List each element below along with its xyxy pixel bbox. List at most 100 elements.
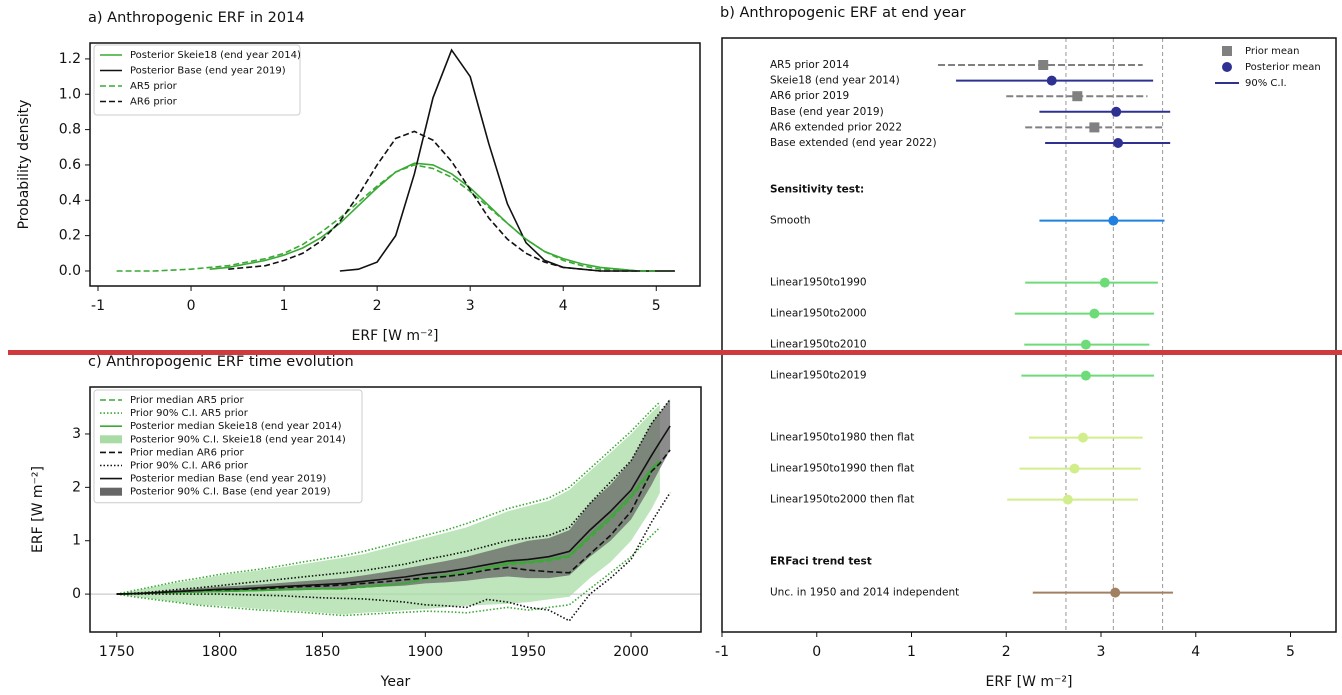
posterior-mean <box>1110 587 1121 598</box>
prior-mean <box>1038 60 1049 70</box>
y-axis-label: ERF [W m⁻²] <box>30 466 46 553</box>
row-label: AR6 extended prior 2022 <box>770 121 902 133</box>
x-tick-label: 1800 <box>202 644 238 660</box>
y-tick-label: 0.4 <box>59 192 81 208</box>
row-label: Base extended (end year 2022) <box>770 137 937 149</box>
x-tick-label: -1 <box>91 298 105 314</box>
x-tick-label: 0 <box>187 298 196 314</box>
x-tick-label: -1 <box>715 644 729 660</box>
x-axis-label: Year <box>380 674 411 690</box>
legend-box <box>93 44 301 116</box>
y-tick-label: 2 <box>72 479 81 495</box>
posterior-mean <box>1046 75 1057 86</box>
density-line <box>339 48 675 272</box>
group-title: Sensitivity test: <box>770 184 864 196</box>
density-line <box>116 164 657 272</box>
legend-label: Prior 90% C.I. AR6 prior <box>130 461 249 472</box>
row-label: Linear1950to1990 <box>770 277 867 289</box>
panel-title: c) Anthropogenic ERF time evolution <box>88 354 354 370</box>
legend-label: Posterior Skeie18 (end year 2014) <box>130 50 301 61</box>
median-line <box>116 460 661 595</box>
posterior-mean <box>1069 463 1080 474</box>
posterior-mean <box>1080 370 1091 381</box>
x-tick-label: 1950 <box>510 644 546 660</box>
row-label: Unc. in 1950 and 2014 independent <box>770 587 959 599</box>
x-tick-label: 5 <box>1286 644 1295 660</box>
x-tick-label: 4 <box>559 298 568 314</box>
legend-label: Prior 90% C.I. AR5 prior <box>130 408 249 419</box>
legend-label: AR5 prior <box>130 81 178 92</box>
density-line <box>228 130 638 272</box>
row-label: Skeie18 (end year 2014) <box>770 75 900 87</box>
row-label: Linear1950to2000 then flat <box>770 494 914 506</box>
posterior-mean <box>1062 494 1073 505</box>
plot-frame <box>721 37 1337 633</box>
legend-label: Prior median AR5 prior <box>130 395 245 406</box>
x-tick-label: 1900 <box>408 644 444 660</box>
x-tick-label: 2 <box>1002 644 1011 660</box>
y-tick-label: 1.2 <box>59 51 81 67</box>
x-tick-label: 2 <box>373 298 382 314</box>
x-tick-label: 1 <box>280 298 289 314</box>
y-tick-label: 0 <box>72 586 81 602</box>
legend-swatch <box>100 435 122 444</box>
panel-title: b) Anthropogenic ERF at end year <box>720 5 966 21</box>
x-tick-label: 1750 <box>99 644 135 660</box>
posterior-mean <box>1078 432 1089 443</box>
divider-line <box>8 350 1342 355</box>
x-tick-label: 3 <box>1097 644 1106 660</box>
posterior-mean <box>1113 138 1124 148</box>
median-line <box>116 425 671 595</box>
group-title: ERFaci trend test <box>770 556 872 568</box>
legend-label: Prior mean <box>1245 46 1300 57</box>
y-tick-label: 1.0 <box>59 86 81 102</box>
y-tick-label: 3 <box>72 426 81 442</box>
x-tick-label: 2000 <box>613 644 649 660</box>
row-label: Linear1950to2000 <box>770 308 867 320</box>
y-tick-label: 0.8 <box>59 122 81 138</box>
ci-band <box>116 399 671 595</box>
plot-frame <box>89 386 702 633</box>
median-line <box>116 449 671 595</box>
legend-label: Prior median AR6 prior <box>130 447 245 458</box>
legend-label: Posterior 90% C.I. Skeie18 (end year 201… <box>130 434 346 445</box>
prior-mean <box>1072 91 1083 102</box>
x-tick-label: 4 <box>1191 644 1200 660</box>
legend-label: Posterior median Base (end year 2019) <box>130 474 326 485</box>
x-tick-label: 3 <box>466 298 475 314</box>
legend-label: Posterior median Skeie18 (end year 2014) <box>130 421 342 432</box>
row-label: Base (end year 2019) <box>770 106 884 118</box>
density-line <box>209 162 675 272</box>
legend-label: Posterior mean <box>1245 62 1321 73</box>
y-axis-label: Probability density <box>16 100 32 230</box>
legend-swatch <box>100 487 122 496</box>
y-tick-label: 1 <box>72 533 81 549</box>
legend-marker <box>1222 46 1232 56</box>
prior-mean <box>1089 122 1100 133</box>
legend-label: 90% C.I. <box>1245 78 1287 89</box>
row-label: Linear1950to1980 then flat <box>770 432 914 444</box>
plot-frame <box>89 42 701 287</box>
row-label: Linear1950to2019 <box>770 370 867 382</box>
x-tick-label: 5 <box>652 298 661 314</box>
legend-marker <box>1222 62 1232 72</box>
posterior-mean <box>1089 308 1100 319</box>
row-label: Linear1950to1990 then flat <box>770 463 914 475</box>
y-tick-label: 0.6 <box>59 157 81 173</box>
row-label: AR6 prior 2019 <box>770 90 849 102</box>
ci-line <box>116 492 671 622</box>
row-label: Smooth <box>770 215 811 227</box>
x-axis-label: ERF [W m⁻²] <box>986 674 1073 690</box>
x-tick-label: 1850 <box>305 644 341 660</box>
row-label: AR5 prior 2014 <box>770 59 850 71</box>
posterior-mean <box>1099 277 1110 288</box>
x-tick-label: 0 <box>812 644 821 660</box>
posterior-mean <box>1080 339 1091 350</box>
posterior-mean <box>1111 106 1122 117</box>
legend-label: Posterior 90% C.I. Base (end year 2019) <box>130 487 331 498</box>
row-label: Linear1950to2010 <box>770 339 867 351</box>
x-tick-label: 1 <box>907 644 916 660</box>
ci-line <box>116 401 661 595</box>
legend-label: Posterior Base (end year 2019) <box>130 66 286 77</box>
